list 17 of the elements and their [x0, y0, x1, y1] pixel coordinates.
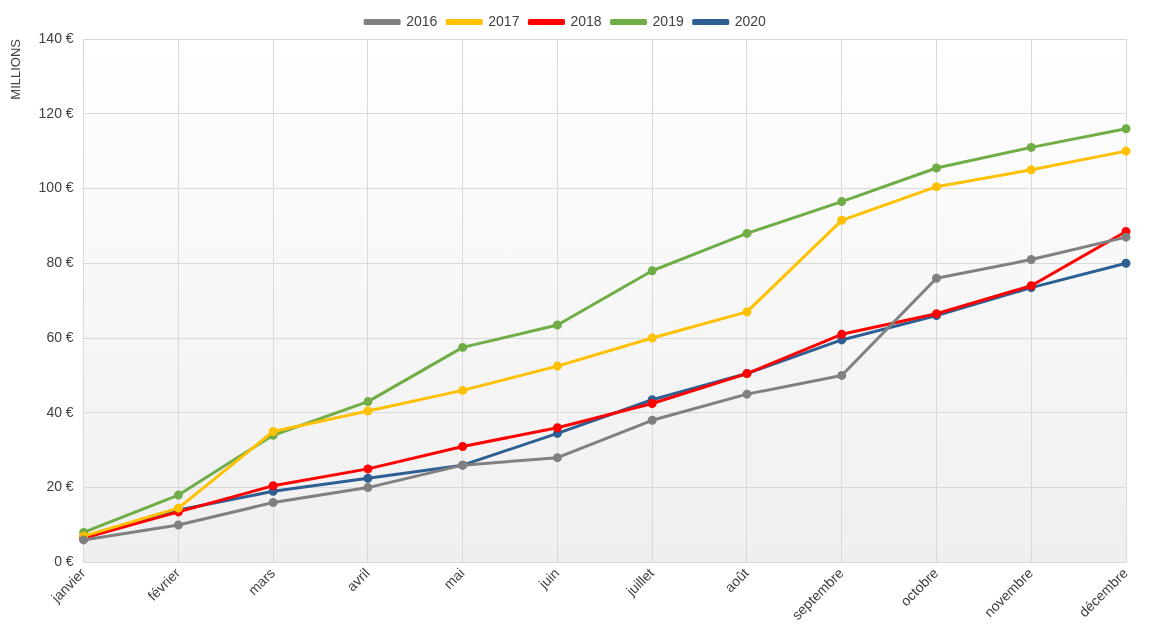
- y-tick-label: 120 €: [38, 104, 74, 121]
- y-tick-label: 140 €: [38, 29, 74, 46]
- y-tick-label: 80 €: [46, 254, 74, 271]
- legend-label: 2016: [406, 12, 438, 29]
- y-tick-label: 20 €: [46, 478, 74, 495]
- y-tick-label: 100 €: [38, 179, 74, 196]
- legend-label: 2020: [734, 12, 767, 29]
- y-tick-label: 0 €: [54, 553, 74, 570]
- legend-label: 2017: [488, 12, 520, 29]
- y-axis-title: MILLIONS: [8, 38, 24, 100]
- legend-label: 2018: [570, 12, 602, 29]
- x-tick-label: juin: [534, 564, 563, 593]
- x-tick-label: août: [721, 564, 752, 596]
- legend-label: 2019: [652, 12, 684, 29]
- y-tick-label: 60 €: [46, 328, 74, 345]
- x-tick-label: mai: [440, 564, 468, 593]
- y-tick-label: 40 €: [46, 403, 74, 420]
